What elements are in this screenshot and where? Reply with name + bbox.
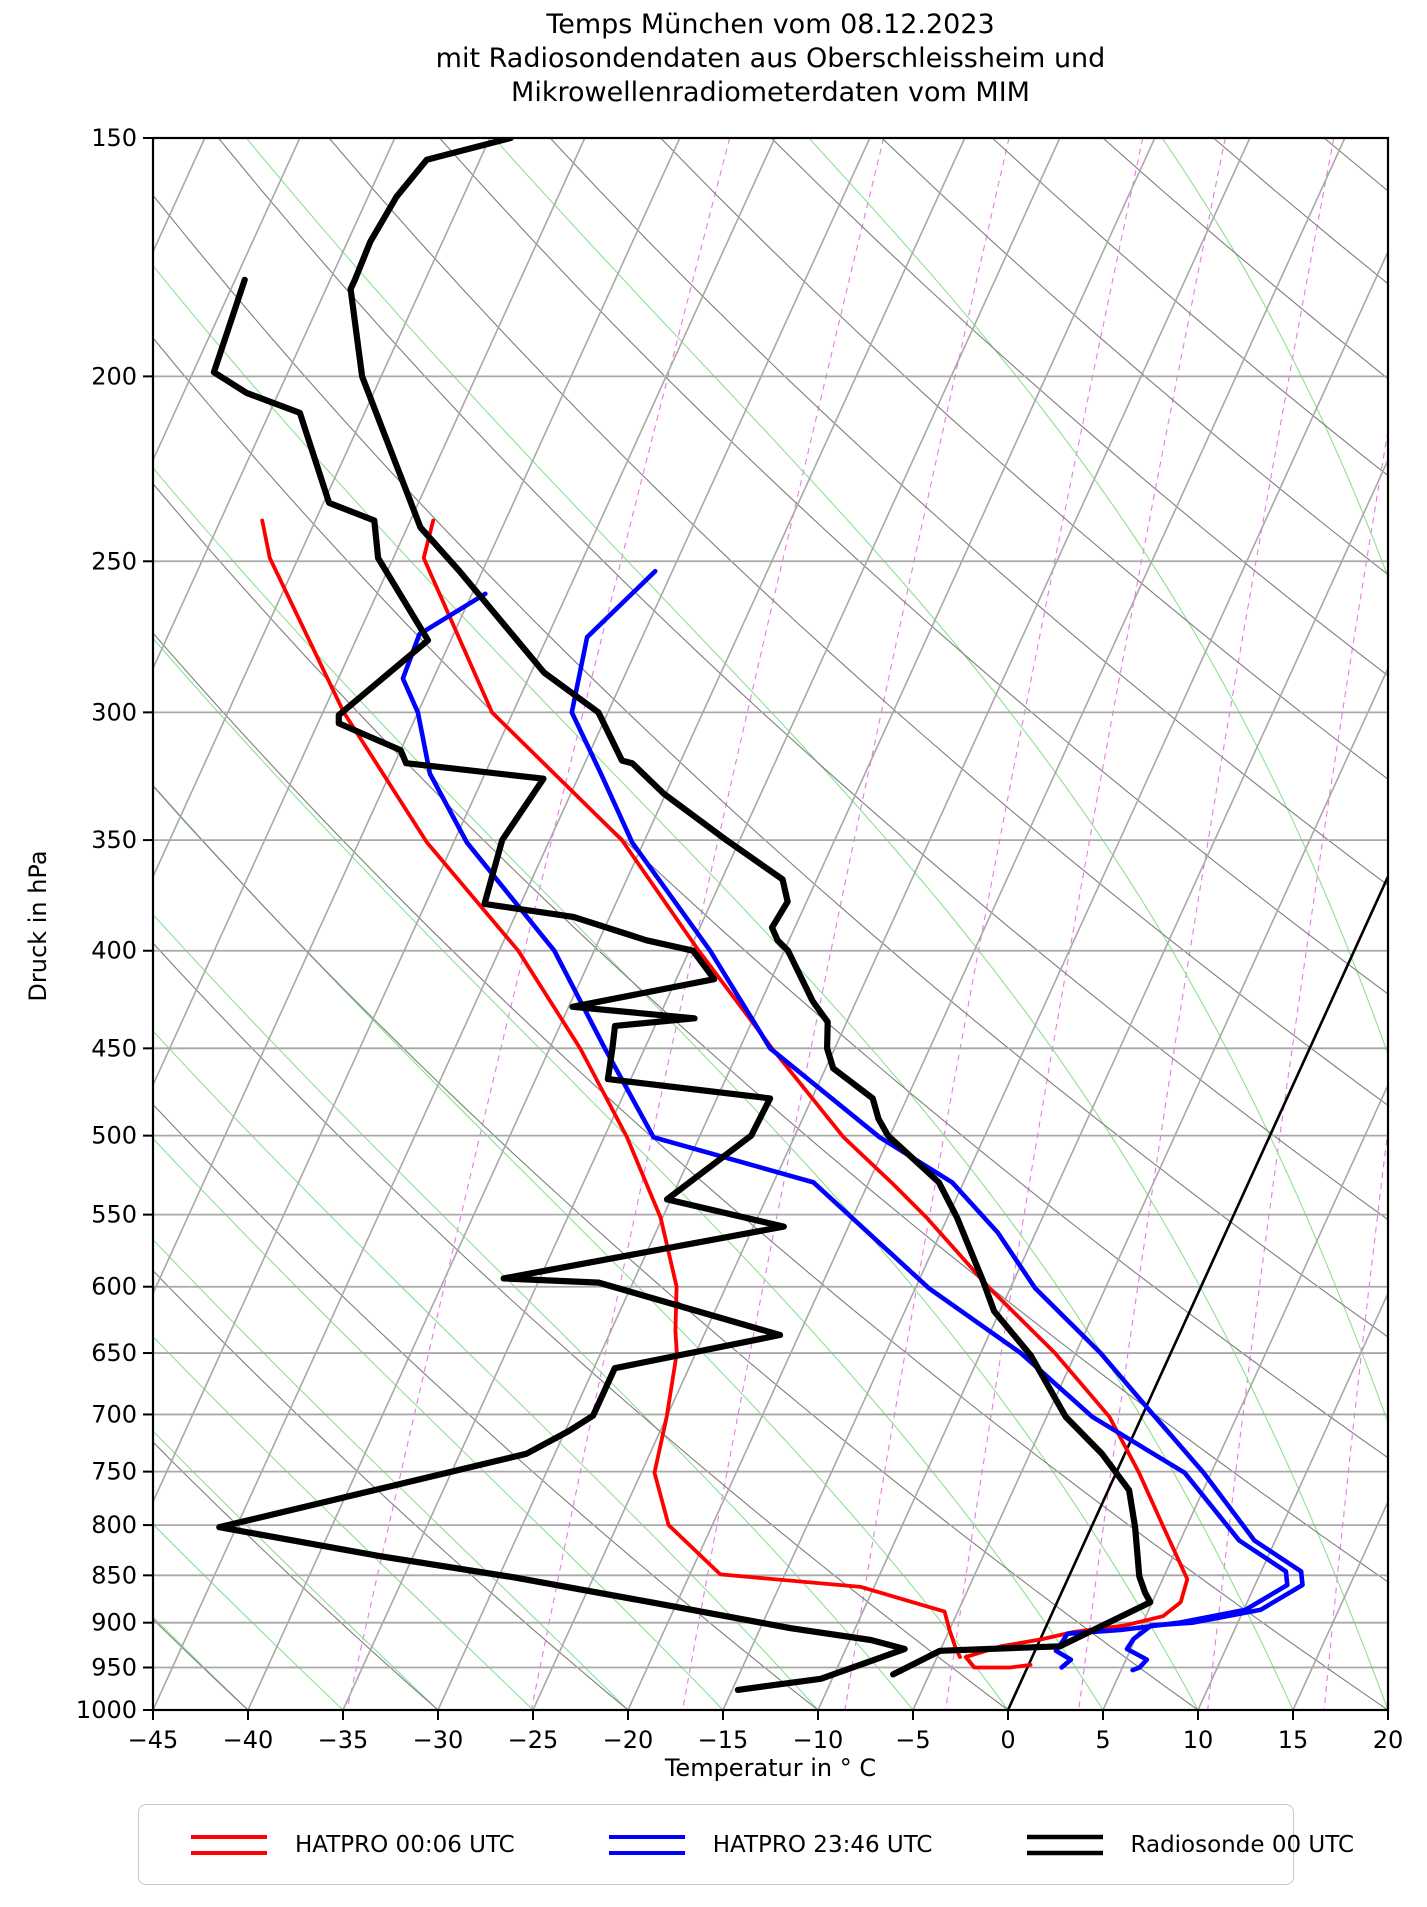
svg-text:900: 900 [91, 1609, 137, 1637]
svg-text:700: 700 [91, 1400, 137, 1428]
svg-text:−40: −40 [223, 1726, 274, 1754]
svg-text:600: 600 [91, 1273, 137, 1301]
plot-border [151, 136, 1390, 1712]
svg-text:650: 650 [91, 1339, 137, 1367]
svg-text:5: 5 [1095, 1726, 1110, 1754]
legend-label-hatpro-2346: HATPRO 23:46 UTC [712, 1831, 933, 1858]
svg-text:750: 750 [91, 1458, 137, 1486]
svg-text:−10: −10 [793, 1726, 844, 1754]
svg-text:−45: −45 [128, 1726, 179, 1754]
svg-text:950: 950 [91, 1653, 137, 1681]
series-2-temperature-curve [347, 138, 1154, 1678]
y-axis-label: Druck in hPa [24, 850, 52, 1002]
svg-text:200: 200 [91, 362, 137, 390]
svg-text:−25: −25 [508, 1726, 559, 1754]
svg-text:10: 10 [1183, 1726, 1214, 1754]
y-tick-labels: 150 200 250 300 350 400 450 500 550 600 650 700 750 8… [76, 124, 153, 1724]
mixing-ratio-lines [346, 138, 1388, 1710]
svg-text:550: 550 [91, 1201, 137, 1229]
svg-text:500: 500 [91, 1122, 137, 1150]
chart-title: Temps München vom 08.12.2023 mit Radioso… [153, 8, 1388, 110]
legend-entry-hatpro-2346: HATPRO 23:46 UTC [607, 1825, 933, 1865]
chart-title-line1: Temps München vom 08.12.2023 [546, 9, 995, 40]
series-0-temperature-curve [421, 518, 1190, 1670]
profile-curves [210, 138, 1305, 1694]
svg-text:−20: −20 [603, 1726, 654, 1754]
legend-black-double-line-icon [1026, 1834, 1103, 1855]
legend-entry-radiosonde: Radiosonde 00 UTC [1025, 1825, 1355, 1865]
svg-text:20: 20 [1373, 1726, 1404, 1754]
zero-isotherm-line [1006, 873, 1388, 1710]
series-1-dewpoint-curve [400, 591, 1290, 1670]
legend-entry-hatpro-0006: HATPRO 00:06 UTC [189, 1825, 515, 1865]
series-2-dewpoint-curve [210, 276, 908, 1694]
svg-text:−15: −15 [698, 1726, 749, 1754]
grid-layer [153, 138, 1388, 1710]
chart-title-line3: Mikrowellenradiometerdaten vom MIM [511, 77, 1030, 108]
svg-text:250: 250 [91, 547, 137, 575]
legend-blue-double-line-icon [608, 1834, 685, 1855]
svg-text:800: 800 [91, 1511, 137, 1539]
dry-adiabat-lines [153, 138, 1388, 1710]
legend-label-hatpro-0006: HATPRO 00:06 UTC [295, 1831, 515, 1858]
series-1-temperature-curve [569, 568, 1305, 1673]
isobar-lines [153, 138, 1388, 1710]
svg-text:−5: −5 [895, 1726, 930, 1754]
svg-text:400: 400 [91, 937, 137, 965]
legend-label-radiosonde: Radiosonde 00 UTC [1130, 1831, 1355, 1858]
svg-text:450: 450 [91, 1034, 137, 1062]
x-tick-labels: −45 −40 −35 −30 −25 −20 −15 −10 −5 0 5 10 15 20 [128, 1710, 1404, 1754]
chart-title-line2: mit Radiosondendaten aus Oberschleisshei… [435, 43, 1106, 74]
svg-text:850: 850 [91, 1561, 137, 1589]
legend: HATPRO 00:06 UTC HATPRO 23:46 UTC Radios… [138, 1804, 1354, 1885]
svg-text:15: 15 [1278, 1726, 1309, 1754]
legend-red-double-line-icon [191, 1834, 267, 1855]
x-axis-label: Temperatur in ° C [664, 1754, 877, 1782]
svg-text:0: 0 [1000, 1726, 1015, 1754]
svg-text:−35: −35 [318, 1726, 369, 1754]
svg-text:−30: −30 [413, 1726, 464, 1754]
isotherm-lines [153, 138, 1388, 1710]
svg-text:300: 300 [91, 698, 137, 726]
series-0-dewpoint-curve [260, 518, 962, 1659]
svg-text:350: 350 [91, 826, 137, 854]
svg-text:1000: 1000 [76, 1696, 137, 1724]
svg-text:150: 150 [91, 124, 137, 152]
